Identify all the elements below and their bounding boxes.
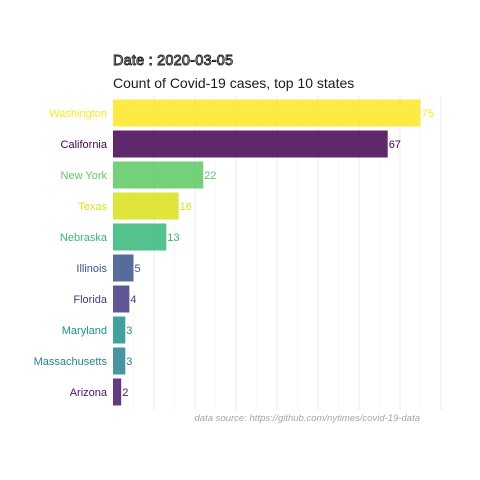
bar-washington: [113, 99, 421, 127]
category-label: Illinois: [76, 263, 107, 275]
value-label: 67: [389, 139, 401, 151]
category-label: Washington: [49, 108, 107, 120]
category-label: Maryland: [62, 325, 107, 337]
value-label: 3: [126, 356, 132, 368]
value-label: 75: [422, 108, 434, 120]
bar-nebraska: [113, 223, 167, 251]
bar-texas: [113, 192, 179, 220]
value-label: 16: [180, 201, 192, 213]
chart-subtitle: Count of Covid-19 cases, top 10 states: [113, 75, 355, 91]
value-label: 3: [126, 325, 132, 337]
category-label: Texas: [78, 201, 107, 213]
bar-maryland: [113, 316, 126, 344]
bar-florida: [113, 285, 130, 313]
value-label: 22: [204, 170, 216, 182]
category-label: Florida: [73, 294, 108, 306]
category-label: California: [61, 139, 108, 151]
chart-title: Date : 2020-03-05: [113, 53, 234, 70]
value-label: 2: [122, 387, 128, 399]
chart-caption: data source: https://github.com/nytimes/…: [194, 413, 420, 424]
category-label: New York: [61, 170, 108, 182]
category-label: Massachusetts: [34, 356, 108, 368]
bar-massachusetts: [113, 347, 126, 375]
category-label: Nebraska: [60, 232, 108, 244]
value-label: 4: [130, 294, 136, 306]
bar-arizona: [113, 378, 122, 406]
value-label: 5: [135, 263, 141, 275]
bar-california: [113, 130, 388, 158]
bar-new-york: [113, 161, 204, 189]
value-label: 13: [167, 232, 179, 244]
category-label: Arizona: [70, 387, 108, 399]
bar-illinois: [113, 254, 134, 282]
